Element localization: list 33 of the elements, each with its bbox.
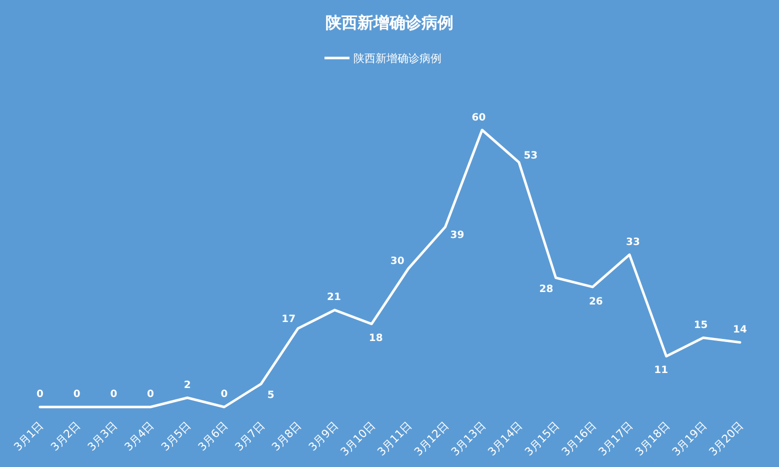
data-label: 18 — [368, 333, 383, 344]
data-label: 0 — [220, 389, 228, 400]
x-tick-label: 3月4日 — [122, 418, 157, 454]
x-tick-label: 3月8日 — [269, 418, 304, 454]
data-label: 53 — [524, 150, 538, 162]
x-tick-label: 3月3日 — [85, 418, 120, 454]
data-label: 30 — [390, 256, 404, 267]
x-tick-label: 3月20日 — [706, 418, 746, 459]
data-label: 33 — [626, 237, 640, 248]
x-tick-label: 3月1日 — [11, 418, 46, 454]
data-label: 26 — [588, 296, 603, 308]
data-label: 0 — [147, 389, 154, 400]
x-tick-label: 3月5日 — [158, 418, 194, 454]
data-label: 2 — [184, 380, 191, 391]
x-tick-label: 3月9日 — [306, 418, 341, 454]
data-label: 11 — [654, 365, 668, 376]
x-tick-label: 3月19日 — [670, 418, 710, 459]
x-tick-label: 3月2日 — [48, 418, 83, 454]
chart-title: 陕西新增确诊病例 — [326, 13, 454, 32]
data-label: 21 — [327, 292, 341, 304]
data-label: 28 — [539, 284, 554, 295]
x-tick-label: 3月6日 — [196, 418, 230, 454]
data-label: 17 — [282, 314, 296, 326]
data-label: 15 — [694, 320, 708, 331]
data-label: 5 — [267, 390, 274, 401]
data-label: 0 — [36, 389, 44, 400]
data-label: 39 — [450, 230, 464, 242]
legend-label: 陕西新增确诊病例 — [354, 52, 442, 65]
data-label: 14 — [733, 324, 747, 336]
data-label: 0 — [110, 389, 118, 400]
x-tick-label: 3月7日 — [232, 418, 268, 454]
data-label: 60 — [472, 112, 486, 124]
data-label: 0 — [73, 389, 80, 400]
